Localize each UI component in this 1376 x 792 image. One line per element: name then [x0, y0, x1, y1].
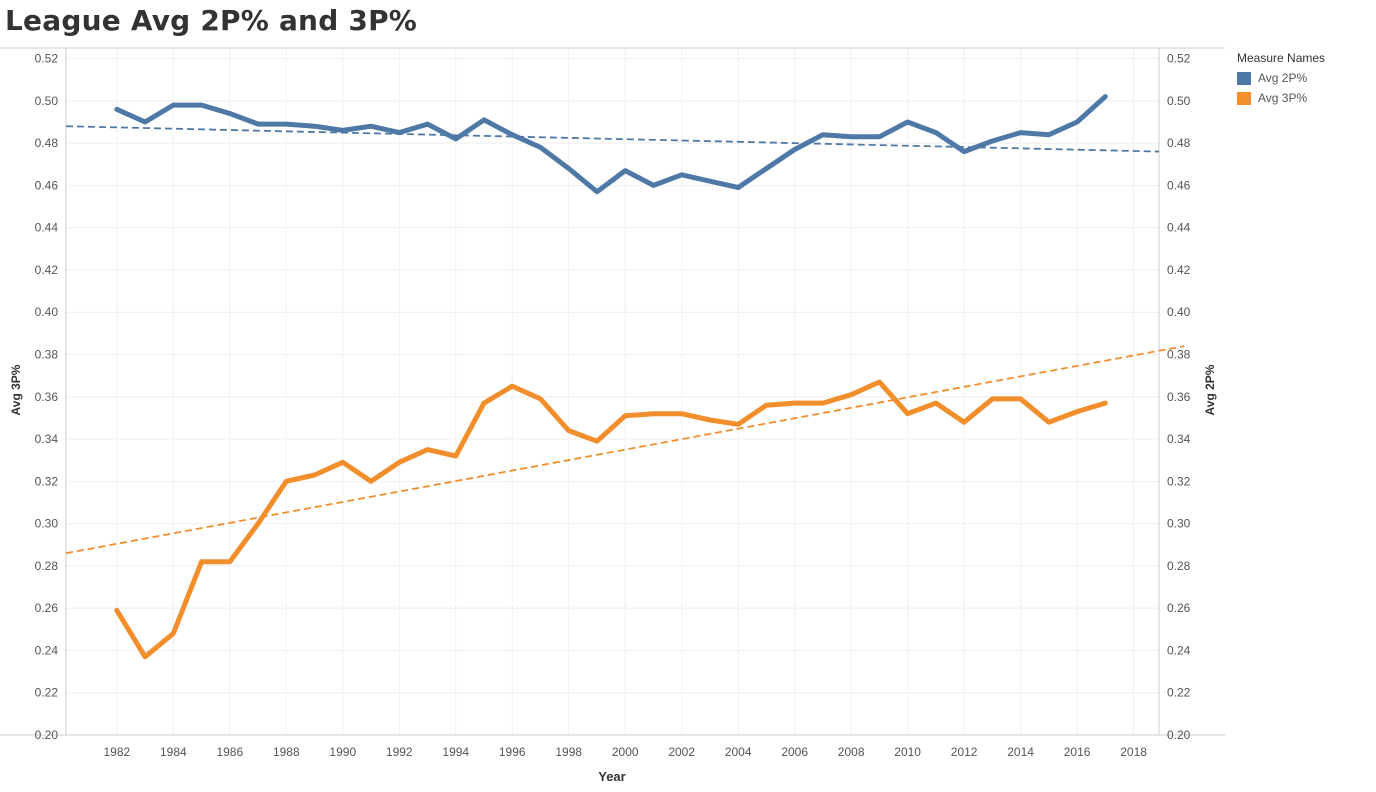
- y-tick-label-left: 0.22: [35, 686, 59, 700]
- y-axis-label-left: Avg 3P%: [9, 364, 23, 415]
- x-tick-label: 2012: [951, 745, 978, 759]
- x-tick-label: 2016: [1064, 745, 1091, 759]
- x-axis-label: Year: [598, 769, 625, 784]
- chart-frame: [0, 47, 1225, 736]
- y-tick-label-right: 0.26: [1167, 601, 1191, 615]
- x-tick-label: 2000: [612, 745, 639, 759]
- y-tick-label-right: 0.20: [1167, 728, 1191, 742]
- y-tick-label-left: 0.50: [35, 94, 59, 108]
- x-tick-label: 1988: [273, 745, 300, 759]
- x-tick-label: 1994: [442, 745, 469, 759]
- legend-item-avg-2p[interactable]: Avg 2P%: [1237, 68, 1325, 88]
- y-tick-label-left: 0.44: [35, 221, 59, 235]
- trend-line-avg-2p: [65, 125, 1160, 153]
- legend-title: Measure Names: [1237, 51, 1326, 65]
- y-tick-label-right: 0.46: [1167, 178, 1191, 192]
- legend: Measure Names Avg 2P% Avg 3P%: [1237, 51, 1325, 108]
- y-tick-label-left: 0.26: [35, 601, 59, 615]
- y-tick-label-left: 0.34: [35, 432, 59, 446]
- legend-swatch: [1237, 71, 1251, 85]
- y-tick-label-right: 0.52: [1167, 52, 1191, 66]
- x-tick-label: 1986: [216, 745, 243, 759]
- y-tick-label-right: 0.36: [1167, 390, 1191, 404]
- legend-label: Avg 3P%: [1258, 91, 1308, 105]
- y-tick-label-right: 0.44: [1167, 221, 1191, 235]
- y-tick-label-left: 0.42: [35, 263, 59, 277]
- legend-item-avg-3p[interactable]: Avg 3P%: [1237, 88, 1325, 108]
- x-tick-label: 1996: [499, 745, 526, 759]
- legend-swatch: [1237, 91, 1251, 105]
- y-axis-right: 0.20 0.22 0.24 0.26 0.28 0.30 0.32 0.34 0.36 0.38…: [1167, 52, 1191, 742]
- y-tick-label-right: 0.40: [1167, 305, 1191, 319]
- y-tick-label-right: 0.24: [1167, 643, 1191, 657]
- y-tick-label-right: 0.50: [1167, 94, 1191, 108]
- series-line-avg-3p: [114, 379, 1108, 660]
- y-tick-label-left: 0.36: [35, 390, 59, 404]
- x-tick-label: 2018: [1120, 745, 1147, 759]
- x-axis: 1982 1984 1986 1988 1990 1992 1994 1996 1998 2000…: [103, 745, 1147, 759]
- trend-line-avg-3p: [65, 345, 1185, 555]
- y-tick-label-right: 0.48: [1167, 136, 1191, 150]
- chart-title: League Avg 2P% and 3P%: [5, 4, 418, 37]
- y-tick-label-left: 0.48: [35, 136, 59, 150]
- x-tick-label: 1998: [555, 745, 582, 759]
- x-tick-label: 1982: [103, 745, 130, 759]
- y-tick-label-right: 0.28: [1167, 559, 1191, 573]
- series-lines: [114, 94, 1108, 660]
- y-tick-label-right: 0.32: [1167, 474, 1191, 488]
- trend-lines: [65, 125, 1185, 555]
- y-tick-label-left: 0.46: [35, 178, 59, 192]
- y-tick-label-left: 0.24: [35, 643, 59, 657]
- y-tick-label-right: 0.22: [1167, 686, 1191, 700]
- y-axis-left: 0.20 0.22 0.24 0.26 0.28 0.30 0.32 0.34 0.36 0.38…: [35, 52, 59, 742]
- grid: [66, 48, 1159, 736]
- y-tick-label-left: 0.40: [35, 305, 59, 319]
- y-tick-label-left: 0.28: [35, 559, 59, 573]
- x-tick-label: 1984: [160, 745, 187, 759]
- x-tick-label: 2004: [725, 745, 752, 759]
- x-tick-label: 1990: [329, 745, 356, 759]
- x-tick-label: 2014: [1007, 745, 1034, 759]
- x-tick-label: 2008: [838, 745, 865, 759]
- y-tick-label-left: 0.30: [35, 517, 59, 531]
- y-tick-label-right: 0.38: [1167, 348, 1191, 362]
- y-tick-label-left: 0.20: [35, 728, 59, 742]
- x-tick-label: 2010: [894, 745, 921, 759]
- y-tick-label-right: 0.34: [1167, 432, 1191, 446]
- x-tick-label: 2002: [668, 745, 695, 759]
- y-axis-label-right: Avg 2P%: [1203, 364, 1217, 415]
- legend-label: Avg 2P%: [1258, 71, 1308, 85]
- y-tick-label-right: 0.30: [1167, 517, 1191, 531]
- x-tick-label: 2006: [781, 745, 808, 759]
- y-tick-label-left: 0.38: [35, 348, 59, 362]
- series-line-avg-2p: [114, 94, 1108, 195]
- y-tick-label-left: 0.32: [35, 474, 59, 488]
- y-tick-label-right: 0.42: [1167, 263, 1191, 277]
- y-tick-label-left: 0.52: [35, 52, 59, 66]
- x-tick-label: 1992: [386, 745, 413, 759]
